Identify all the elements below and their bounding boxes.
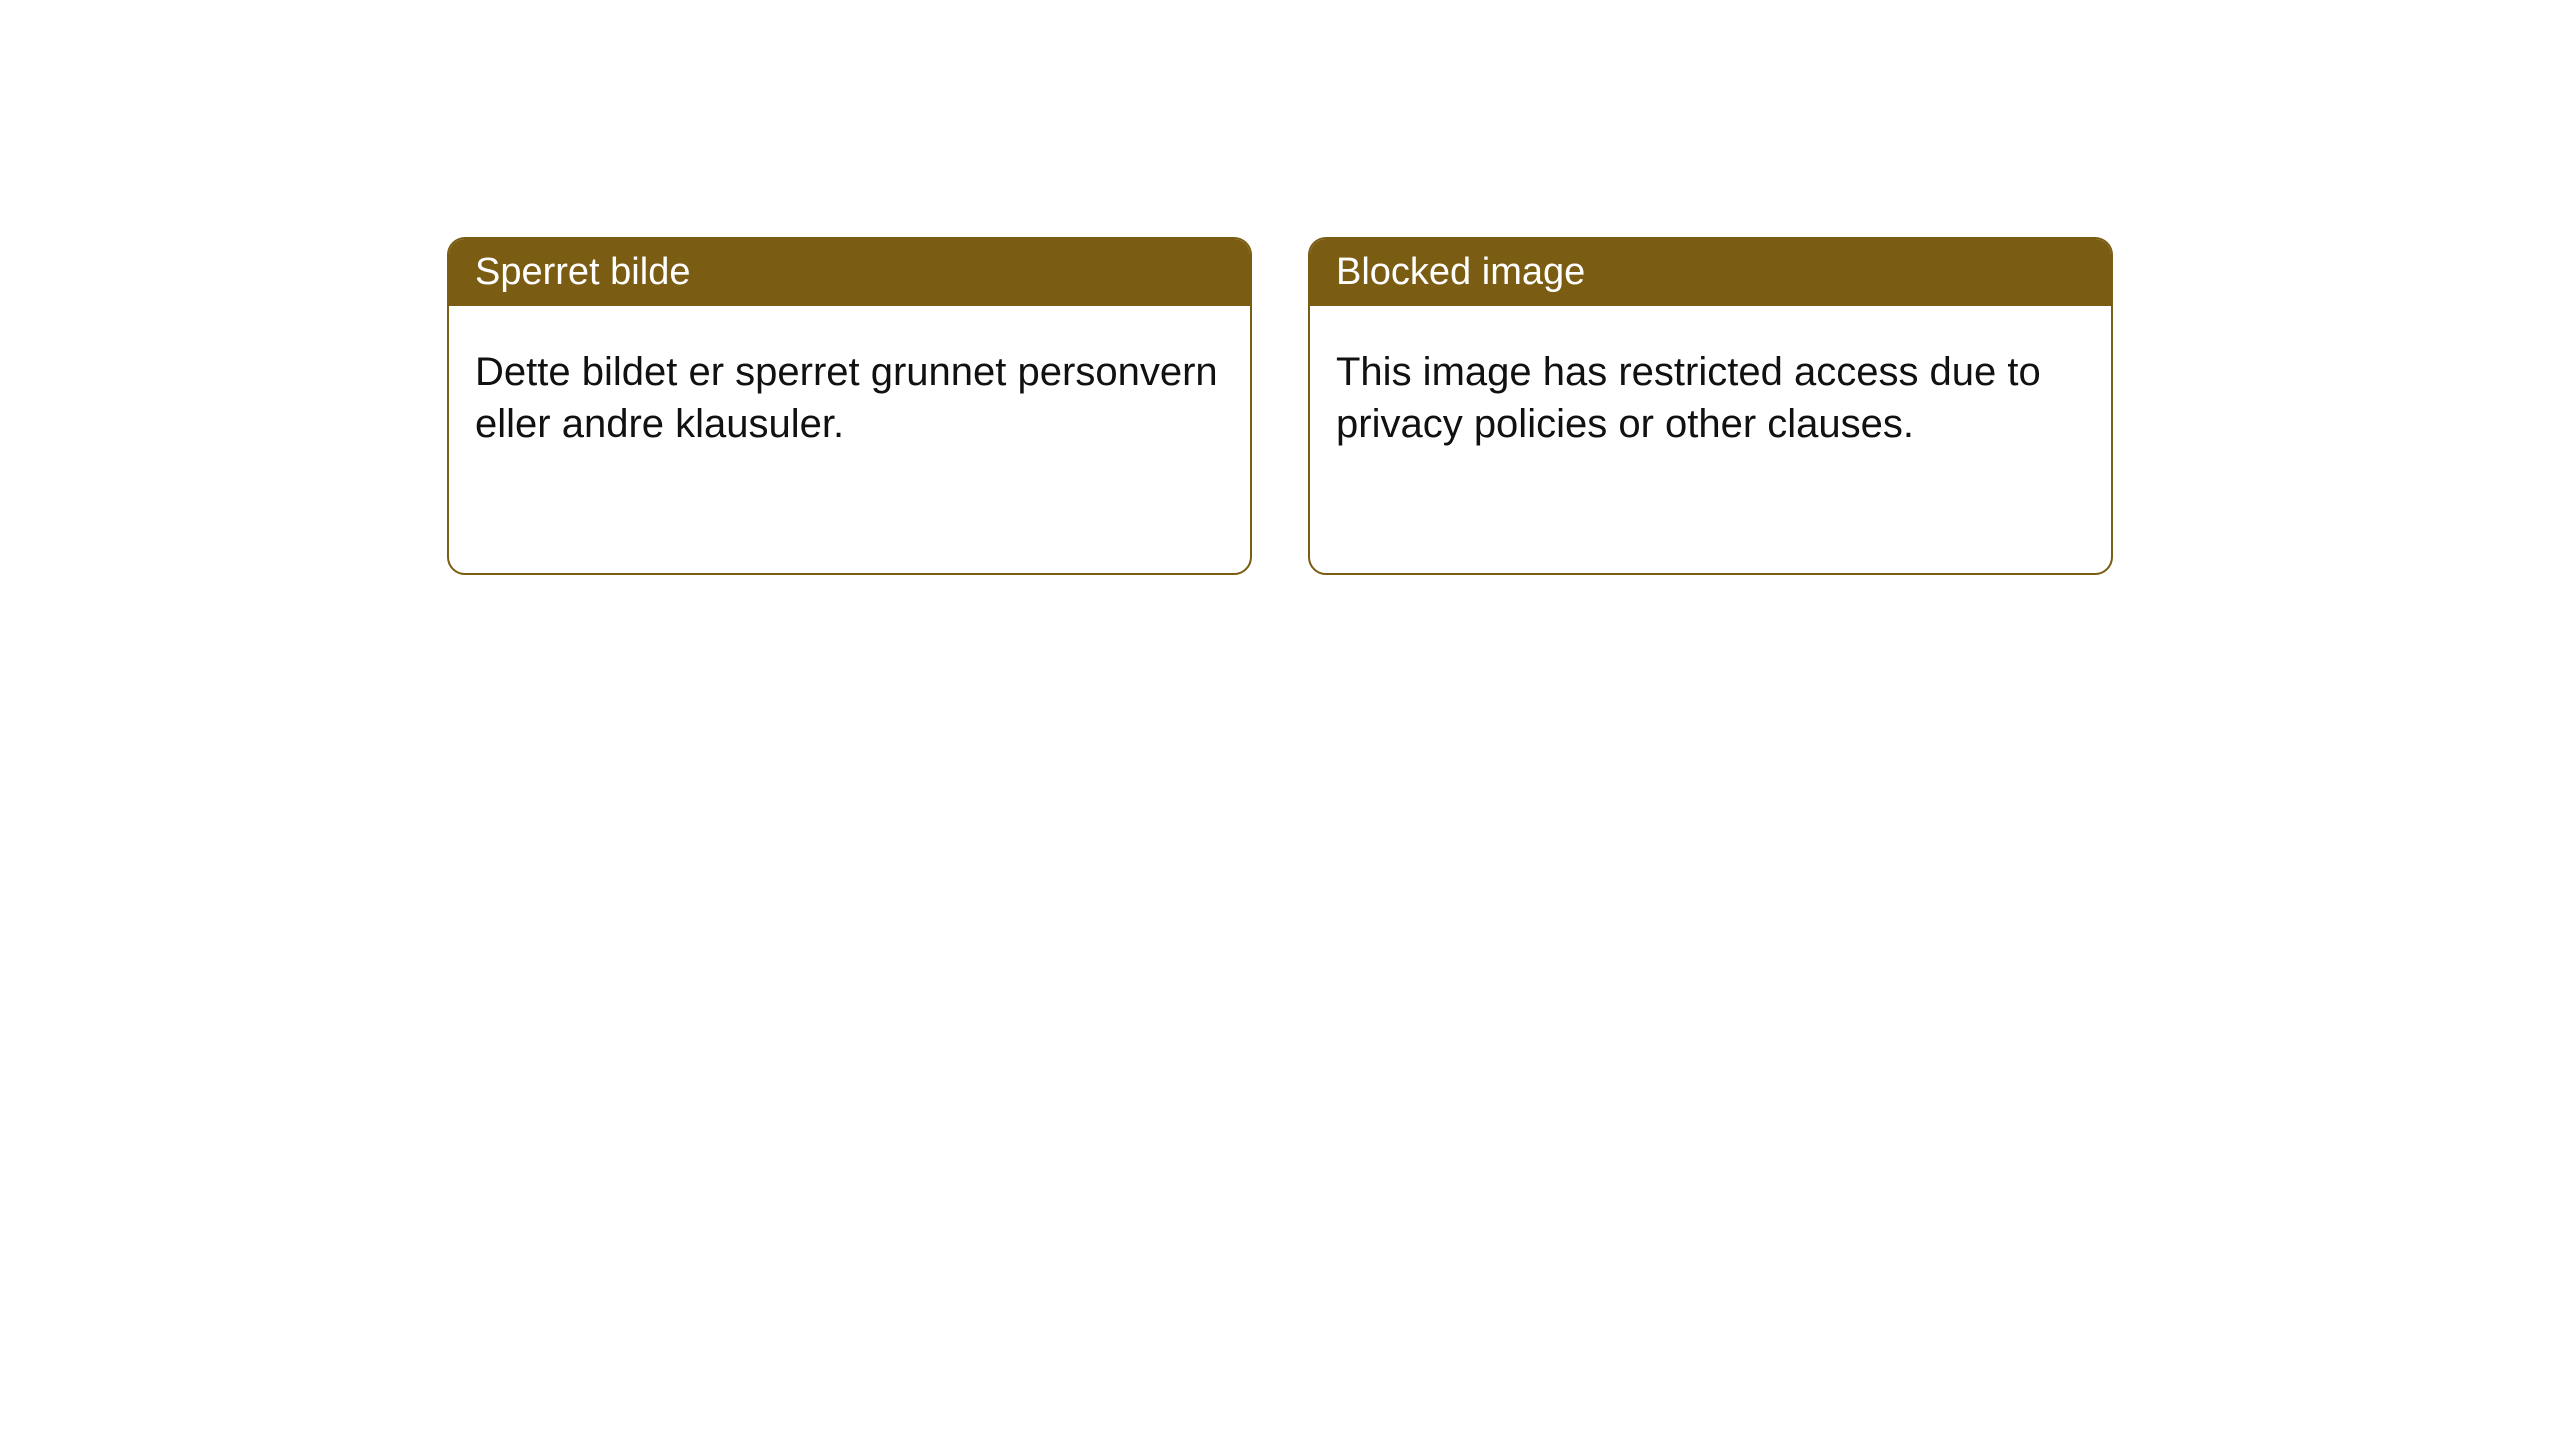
notice-card-title: Sperret bilde xyxy=(449,239,1250,306)
notice-card-english: Blocked image This image has restricted … xyxy=(1308,237,2113,575)
notice-card-title: Blocked image xyxy=(1310,239,2111,306)
notice-cards-container: Sperret bilde Dette bildet er sperret gr… xyxy=(0,0,2560,575)
notice-card-norwegian: Sperret bilde Dette bildet er sperret gr… xyxy=(447,237,1252,575)
notice-card-body: Dette bildet er sperret grunnet personve… xyxy=(449,306,1250,490)
notice-card-body: This image has restricted access due to … xyxy=(1310,306,2111,490)
